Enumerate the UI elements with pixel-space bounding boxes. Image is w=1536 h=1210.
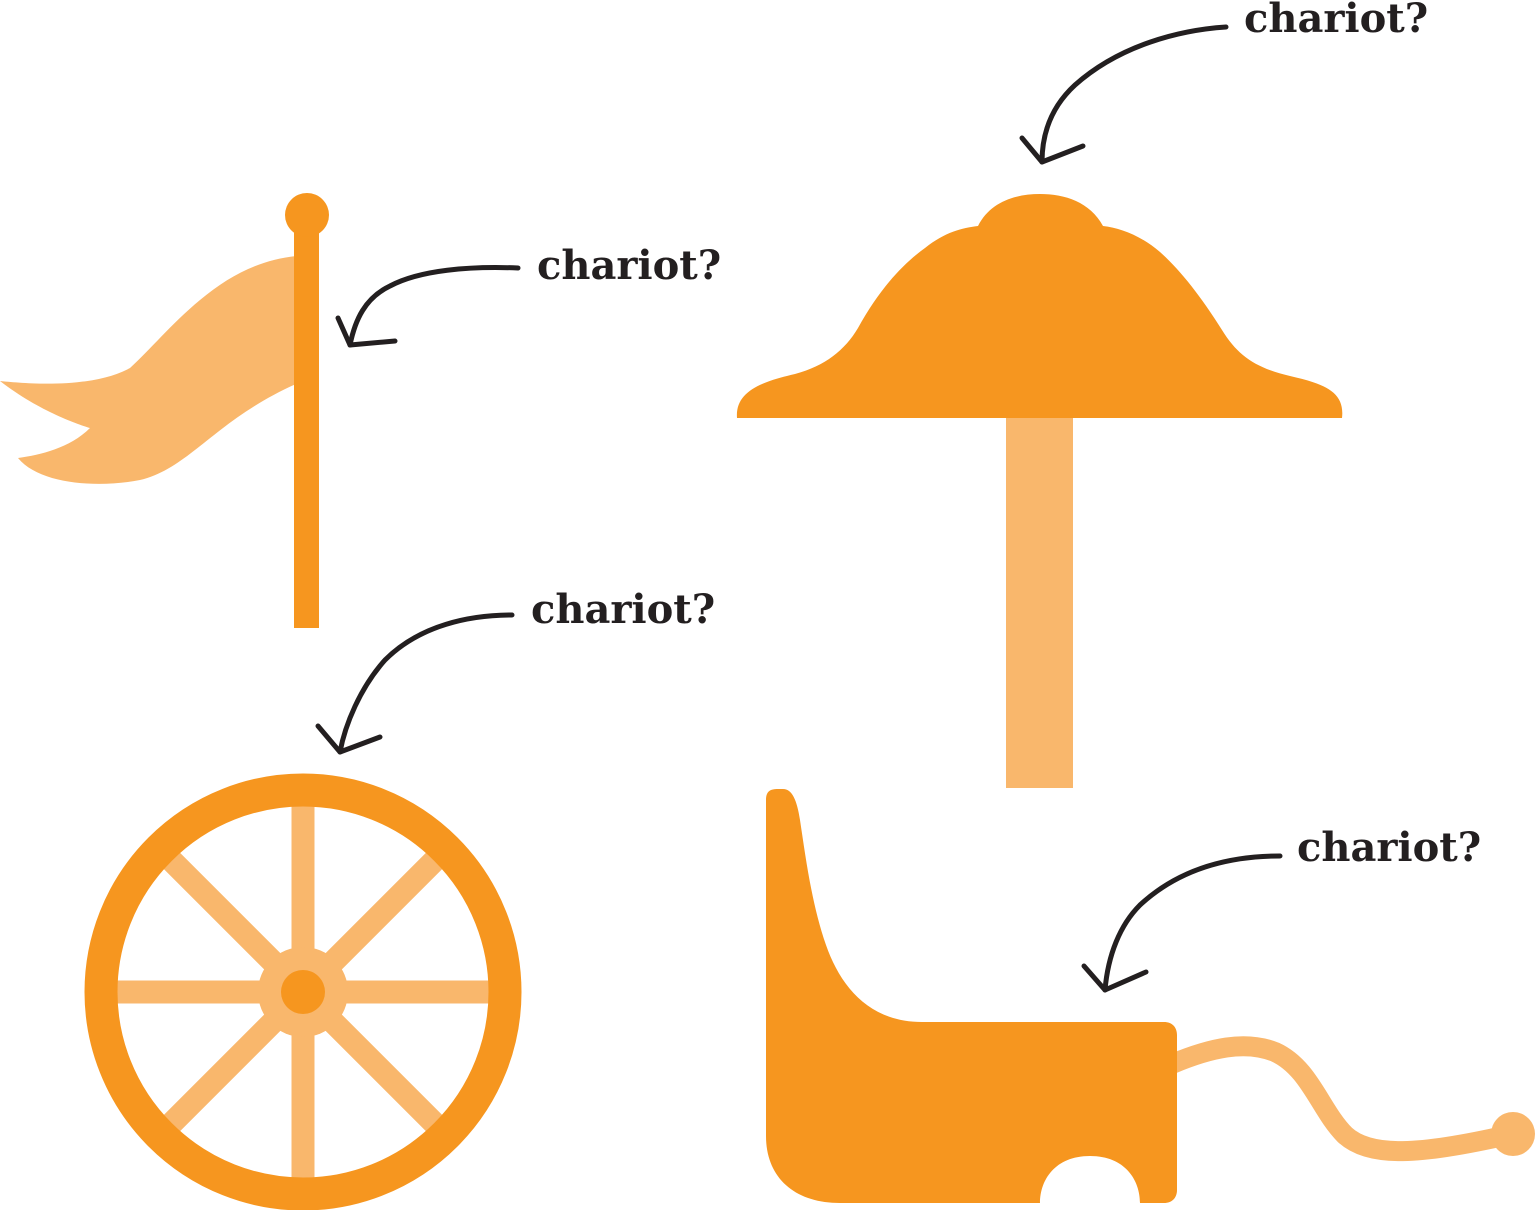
flag-pole-finial xyxy=(285,193,329,237)
umbrella-pole xyxy=(1006,418,1073,788)
wheel-hub-inner xyxy=(281,970,325,1014)
flag-annotation: chariot? xyxy=(335,242,721,348)
flag-cloth xyxy=(0,256,296,484)
cart-shaft xyxy=(1162,1036,1518,1162)
flag-pole xyxy=(294,220,319,628)
wheel-annotation: chariot? xyxy=(315,586,715,755)
cart-body-label: chariot? xyxy=(1297,824,1481,871)
flag-part xyxy=(0,193,329,628)
cart-body-annotation: chariot? xyxy=(1081,824,1481,993)
flag-curved-arrow xyxy=(347,265,521,348)
umbrella-canopy xyxy=(736,194,1343,418)
cart-body-part xyxy=(766,788,1535,1203)
umbrella-curved-arrow xyxy=(1039,24,1229,165)
wheel-curved-arrow xyxy=(337,612,515,755)
flag-arrowhead xyxy=(335,315,398,348)
umbrella-annotation: chariot? xyxy=(1019,0,1428,165)
umbrella-arrowhead xyxy=(1019,135,1086,165)
cart-body xyxy=(766,788,1177,1203)
cart-body-arrowhead xyxy=(1081,963,1149,993)
wheel-label: chariot? xyxy=(531,586,715,633)
cart-shaft-knob xyxy=(1491,1112,1535,1156)
wheel-rim xyxy=(84,773,522,1210)
wheel-arrowhead xyxy=(315,723,383,755)
cart-body-curved-arrow xyxy=(1102,853,1283,993)
umbrella-part xyxy=(736,194,1343,788)
umbrella-label: chariot? xyxy=(1244,0,1428,42)
wheel-part xyxy=(84,773,522,1210)
flag-label: chariot? xyxy=(537,242,721,289)
